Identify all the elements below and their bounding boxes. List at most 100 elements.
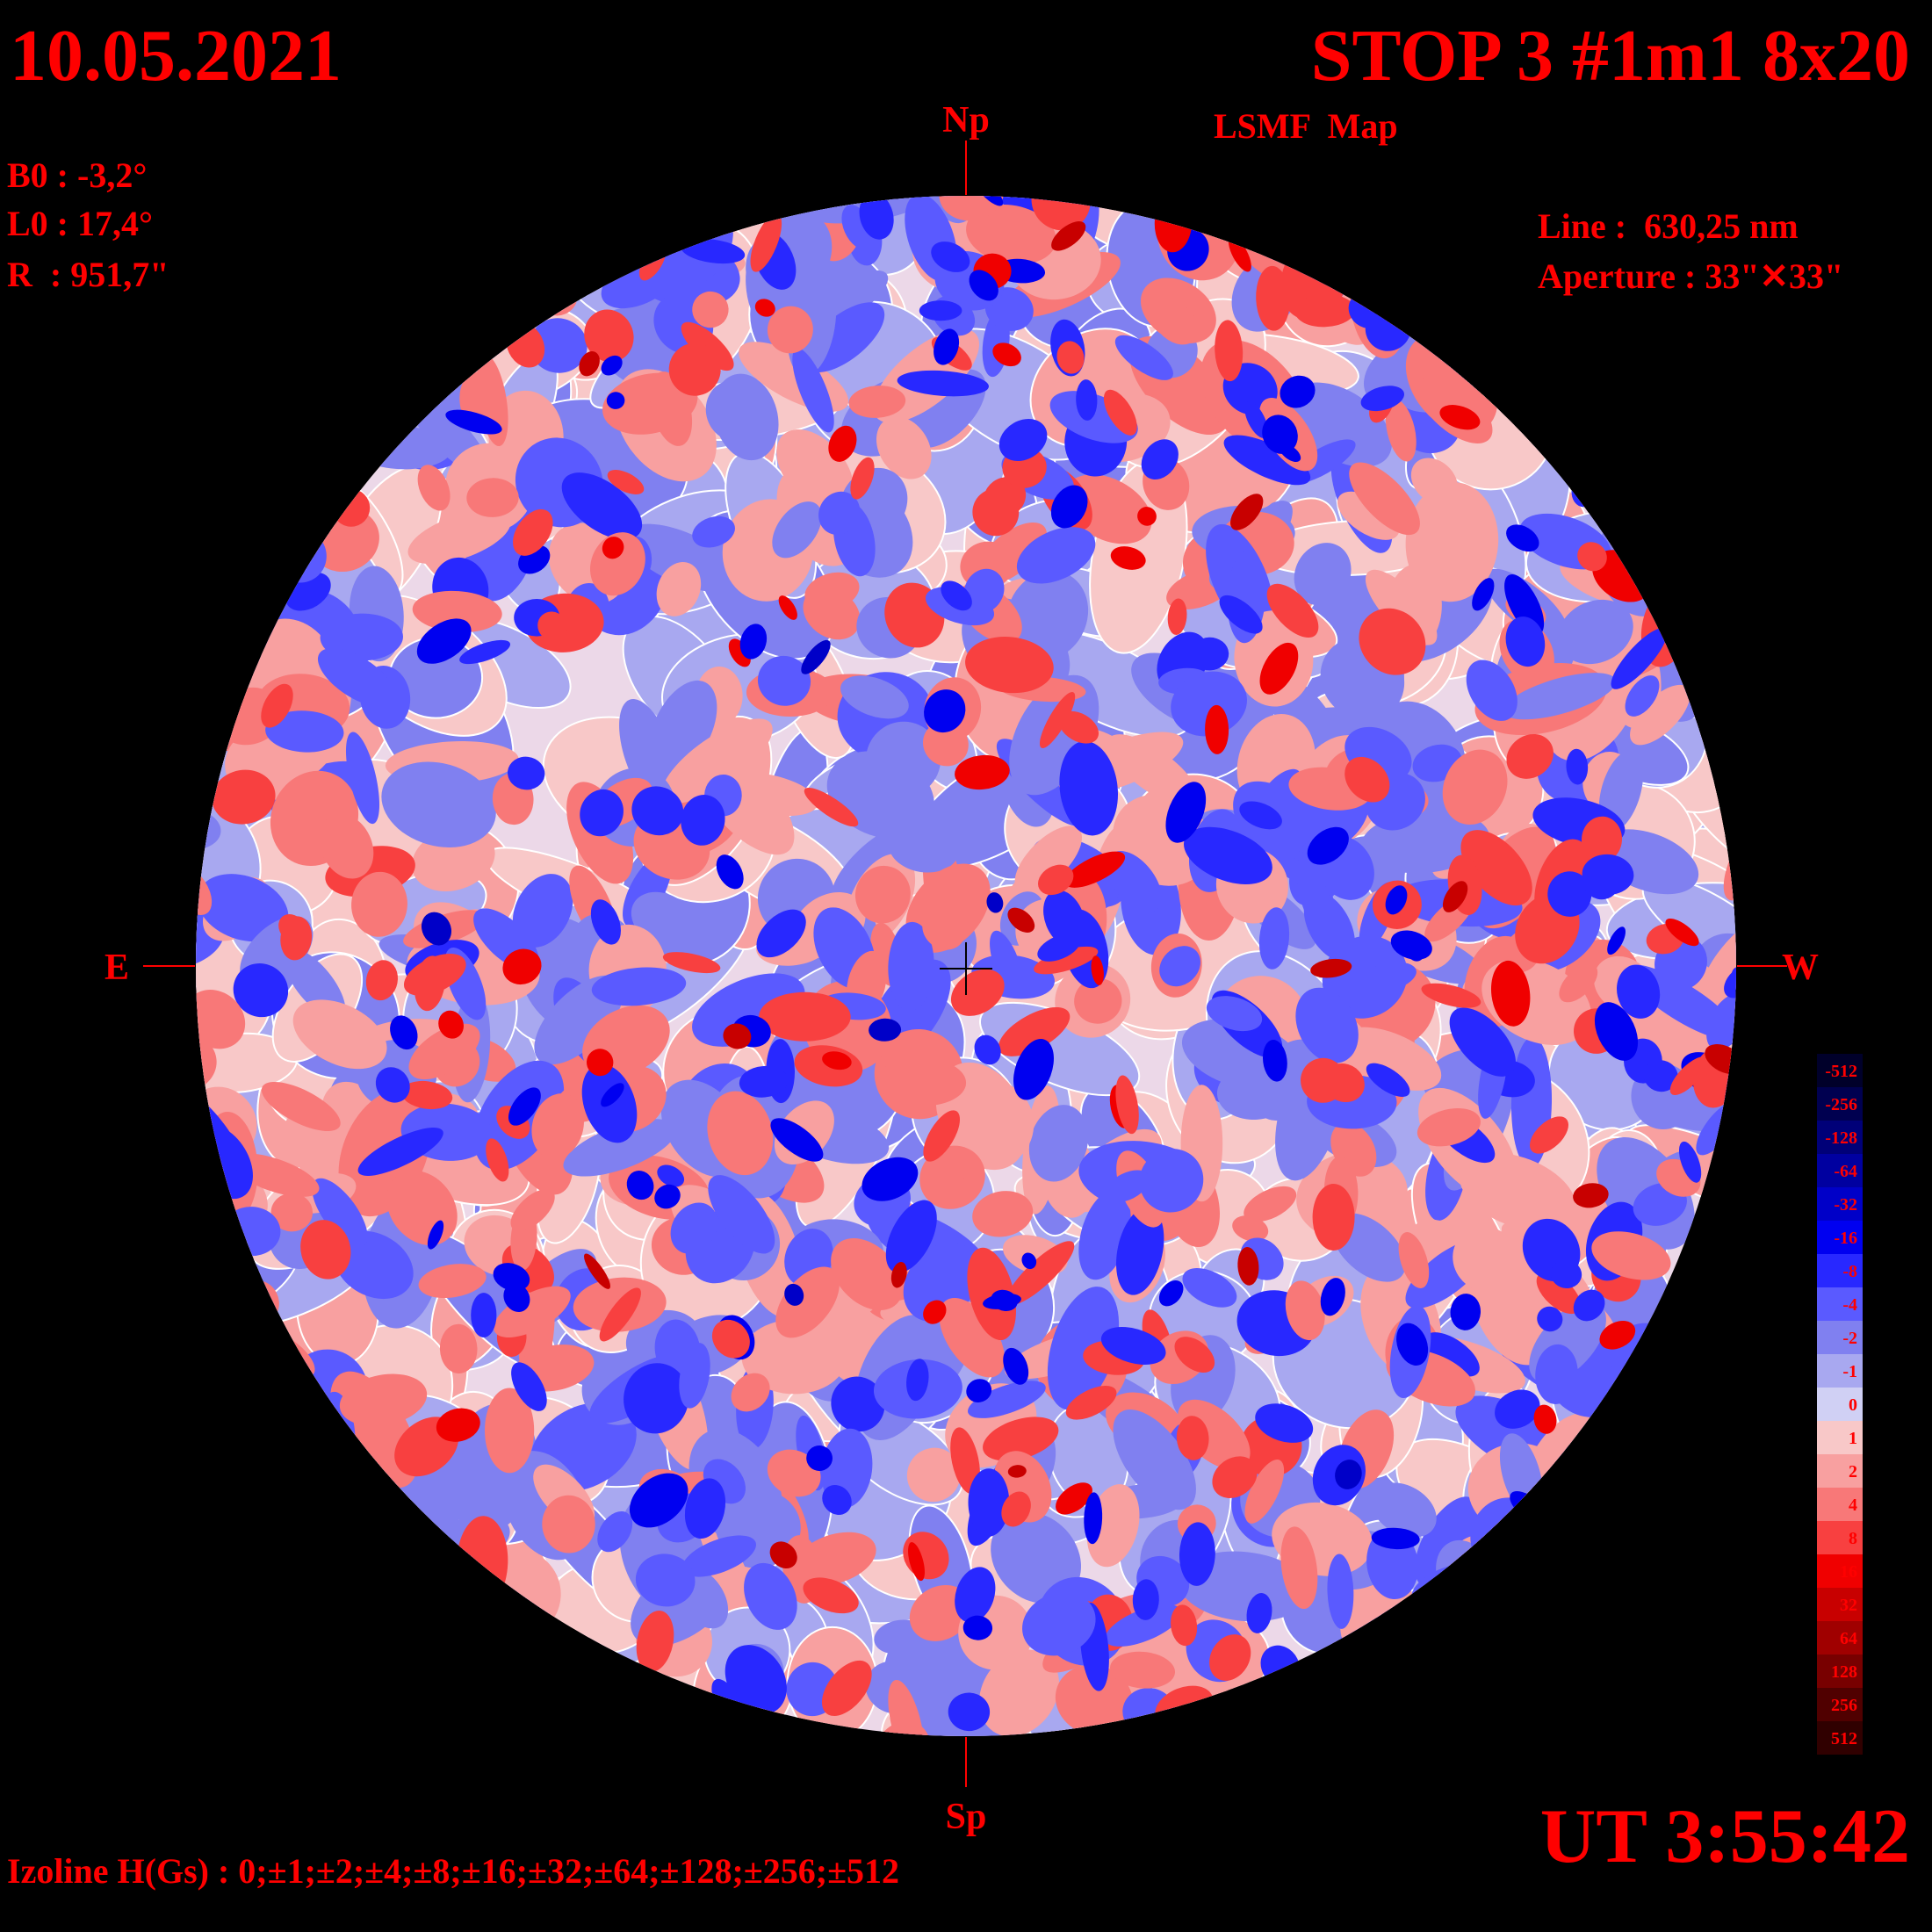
center-cross <box>940 942 992 995</box>
field-blob <box>1338 1027 1442 1091</box>
field-blob <box>1439 405 1481 430</box>
field-blob <box>486 1138 509 1182</box>
field-blob <box>978 1649 1060 1736</box>
field-blob <box>1385 399 1417 462</box>
field-blob <box>741 1319 847 1395</box>
field-blob <box>1034 946 1099 975</box>
field-blob <box>390 1015 418 1050</box>
field-blob <box>948 1692 991 1732</box>
field-blob <box>1349 462 1420 536</box>
field-blob <box>940 1149 969 1187</box>
colorbar-band <box>1817 1187 1863 1221</box>
field-blob <box>998 419 1048 461</box>
field-blob <box>972 1191 1034 1237</box>
field-blob <box>1183 826 1272 884</box>
field-blob <box>998 1006 1071 1056</box>
field-blob <box>1320 1278 1345 1316</box>
field-blob <box>292 999 387 1070</box>
field-blob <box>968 1468 1010 1537</box>
field-blob <box>967 1247 1016 1341</box>
field-blob <box>794 1532 876 1586</box>
field-blob <box>681 1535 756 1577</box>
field-blob <box>963 568 1005 613</box>
field-blob <box>803 1577 859 1614</box>
colorbar-label: 32 <box>1840 1596 1857 1615</box>
field-blob <box>1153 300 1199 345</box>
l0: L0 : 17,4° <box>7 204 153 243</box>
field-blob <box>542 1495 595 1554</box>
field-blob <box>681 795 725 846</box>
field-blob <box>529 318 588 373</box>
colorbar-label: -8 <box>1842 1262 1857 1281</box>
field-blob <box>831 1238 904 1310</box>
field-blob <box>635 1554 696 1607</box>
field-blob <box>1116 1207 1164 1295</box>
field-blob <box>876 1057 967 1107</box>
colorbar-band <box>1817 1488 1863 1521</box>
field-blob <box>1139 1149 1204 1213</box>
field-blob <box>939 1297 1006 1378</box>
field-blob <box>668 342 721 396</box>
field-blob <box>1239 801 1282 830</box>
field-blob <box>563 1119 677 1177</box>
field-blob <box>1678 1141 1702 1183</box>
field-blob <box>1495 1389 1540 1429</box>
field-blob <box>1132 1579 1159 1620</box>
field-blob <box>684 1478 726 1539</box>
field-blob <box>770 1118 824 1162</box>
field-blob <box>1344 756 1390 803</box>
colorbar-band <box>1817 1287 1863 1321</box>
field-blob <box>1366 1063 1410 1097</box>
field-blob <box>869 1018 902 1042</box>
axes-marks <box>143 141 1787 1787</box>
field-blob <box>1076 379 1098 421</box>
field-blob <box>681 238 746 264</box>
colorbar-label: -128 <box>1825 1128 1857 1148</box>
field-blob <box>1022 1592 1096 1656</box>
field-blob <box>1312 1184 1355 1251</box>
line: Line : 630,25 nm <box>1538 206 1799 246</box>
field-blob <box>1295 987 1359 1063</box>
colorbar-band <box>1817 1454 1863 1488</box>
field-blob <box>939 196 1005 221</box>
field-blob <box>1566 748 1589 785</box>
field-blob <box>1335 1460 1362 1489</box>
field-blob <box>1581 816 1623 862</box>
colorbar-label: -2 <box>1842 1329 1857 1348</box>
field-blob <box>1028 1105 1089 1182</box>
field-blob <box>1459 1152 1576 1231</box>
field-blob <box>339 1373 428 1427</box>
field-blob <box>822 1051 852 1071</box>
field-blob <box>1056 1482 1092 1515</box>
field-blob <box>375 1067 410 1103</box>
field-blob <box>757 655 811 706</box>
field-blob <box>601 1083 624 1107</box>
field-blob <box>966 204 1056 265</box>
field-blob <box>1337 655 1404 734</box>
field-blob <box>1371 1527 1420 1550</box>
field-blob <box>1039 692 1076 748</box>
colorbar-band <box>1817 1154 1863 1187</box>
field-blob <box>1043 890 1085 948</box>
field-blob <box>670 1202 718 1254</box>
east-label: E <box>105 948 129 988</box>
field-blob <box>1607 926 1626 955</box>
field-blob <box>607 470 645 494</box>
field-blob <box>510 1188 555 1231</box>
field-blob <box>357 1128 443 1176</box>
field-blob <box>1050 485 1088 529</box>
field-blob <box>1533 1404 1557 1434</box>
field-blob <box>865 721 941 797</box>
field-blob <box>1182 1268 1237 1308</box>
field-blob <box>606 392 625 409</box>
field-blob <box>602 537 624 559</box>
colorbar-label: -4 <box>1842 1295 1857 1315</box>
field-blob <box>1065 1386 1117 1420</box>
field-blob <box>1355 962 1417 994</box>
colorbar-band <box>1817 1421 1863 1454</box>
field-blob <box>300 1220 351 1280</box>
field-blob <box>991 1289 1018 1312</box>
field-blob <box>759 991 851 1042</box>
field-blob <box>1228 235 1251 272</box>
field-blob <box>1442 881 1468 912</box>
